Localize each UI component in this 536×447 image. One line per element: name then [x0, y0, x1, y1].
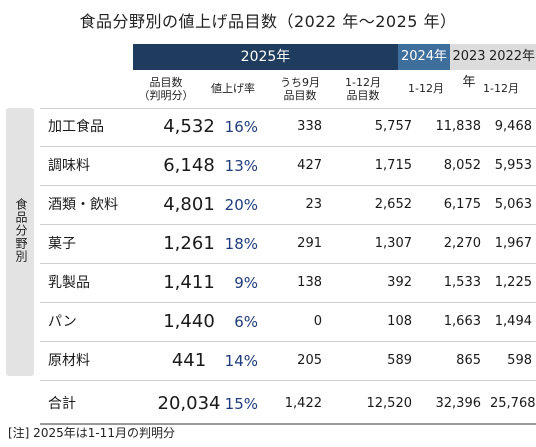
- row-name: 原材料: [48, 353, 90, 369]
- row-name: 加工食品: [48, 119, 104, 135]
- row-sep-count: 138: [297, 275, 322, 290]
- row-2023: 8,052: [443, 158, 481, 173]
- subheader-count-line2: （判明分）: [138, 89, 194, 102]
- row-rate: 13%: [224, 157, 258, 175]
- table-row: 調味料 6,148 13% 427 1,715 8,052 5,953: [40, 147, 536, 186]
- total-sep-count: 1,422: [284, 396, 322, 411]
- total-2022: 25,768: [490, 396, 536, 411]
- row-2024: 589: [387, 353, 412, 368]
- row-2024: 1,715: [374, 158, 412, 173]
- table-row: 乳製品 1,411 9% 138 392 1,533 1,225: [40, 264, 536, 303]
- row-rate: 9%: [234, 274, 258, 292]
- subheader-rate: 値上げ率: [211, 82, 255, 95]
- total-rate: 15%: [224, 395, 258, 413]
- total-count: 20,034: [157, 393, 221, 414]
- total-2023: 32,396: [435, 396, 482, 411]
- row-name: 菓子: [48, 236, 76, 252]
- row-2023: 11,838: [435, 119, 482, 134]
- row-count: 4,532: [163, 116, 215, 137]
- total-2024: 12,520: [366, 396, 413, 411]
- table-row: 菓子 1,261 18% 291 1,307 2,270 1,967: [40, 225, 536, 264]
- row-name: パン: [48, 314, 77, 330]
- subheader-count: 品目数 （判明分）: [135, 76, 197, 102]
- row-sep-count: 23: [305, 197, 322, 212]
- subheader-sep: うち9月 品目数: [272, 76, 328, 102]
- row-2023: 1,663: [443, 314, 481, 329]
- row-sep-count: 427: [297, 158, 322, 173]
- header-2025: 2025年: [133, 44, 398, 70]
- row-2022: 5,953: [494, 158, 532, 173]
- table-row: 加工食品 4,532 16% 338 5,757 11,838 9,468: [40, 108, 536, 147]
- subheader-y24: 1-12月 品目数: [336, 76, 390, 102]
- row-2022: 1,494: [494, 314, 532, 329]
- row-rate: 6%: [234, 313, 258, 331]
- header-2024: 2024年: [398, 44, 450, 70]
- row-2022: 598: [507, 353, 532, 368]
- page-title: 食品分野別の値上げ品目数（2022 年～2025 年）: [79, 12, 457, 31]
- table-row: 原材料 441 14% 205 589 865 598: [40, 342, 536, 381]
- row-2024: 392: [387, 275, 412, 290]
- row-sep-count: 205: [297, 353, 322, 368]
- row-name: 乳製品: [48, 275, 90, 291]
- subheader-y22: 1-12月: [483, 82, 519, 95]
- total-row: 合計 20,034 15% 1,422 12,520 32,396 25,768: [40, 385, 536, 425]
- row-rate: 14%: [224, 352, 258, 370]
- side-label: 食品分野別: [14, 198, 28, 263]
- row-2022: 9,468: [494, 119, 532, 134]
- subheader-count-line1: 品目数: [149, 76, 183, 89]
- row-2023: 1,533: [443, 275, 481, 290]
- row-2022: 1,225: [494, 275, 532, 290]
- row-2022: 5,063: [494, 197, 532, 212]
- table-row: パン 1,440 6% 0 108 1,663 1,494: [40, 303, 536, 342]
- row-count: 1,440: [163, 311, 215, 332]
- row-rate: 18%: [224, 235, 258, 253]
- table-top-rule: [40, 108, 536, 109]
- row-2022: 1,967: [494, 236, 532, 251]
- subheader-y23: 1-12月: [408, 82, 444, 95]
- subheader-y24-line2: 品目数: [346, 89, 380, 102]
- row-2024: 1,307: [374, 236, 412, 251]
- row-2023: 865: [456, 353, 481, 368]
- row-rate: 16%: [224, 118, 258, 136]
- row-sep-count: 0: [313, 314, 322, 329]
- header-2022: 2022年: [488, 44, 536, 70]
- row-count: 6,148: [163, 155, 215, 176]
- row-rate: 20%: [224, 196, 258, 214]
- subheader-y24-line1: 1-12月: [345, 76, 381, 89]
- row-2023: 6,175: [443, 197, 481, 212]
- table-row: 酒類・飲料 4,801 20% 23 2,652 6,175 5,063: [40, 186, 536, 225]
- subheader-sep-line2: 品目数: [283, 89, 317, 102]
- row-sep-count: 291: [297, 236, 322, 251]
- header-2023: 2023年: [450, 44, 488, 90]
- row-2024: 5,757: [374, 119, 412, 134]
- row-count: 1,261: [163, 233, 215, 254]
- row-2024: 2,652: [374, 197, 412, 212]
- row-name: 酒類・飲料: [48, 197, 118, 213]
- row-sep-count: 338: [297, 119, 322, 134]
- row-count: 1,411: [163, 272, 215, 293]
- side-band: [6, 108, 34, 376]
- total-name: 合計: [48, 396, 76, 412]
- subheader-sep-line1: うち9月: [280, 76, 320, 89]
- row-2024: 108: [387, 314, 412, 329]
- footnote: [注] 2025年は1-11月の判明分: [8, 426, 175, 440]
- row-2023: 2,270: [443, 236, 481, 251]
- row-count: 4,801: [163, 194, 215, 215]
- row-count: 441: [171, 350, 207, 371]
- row-name: 調味料: [48, 158, 90, 174]
